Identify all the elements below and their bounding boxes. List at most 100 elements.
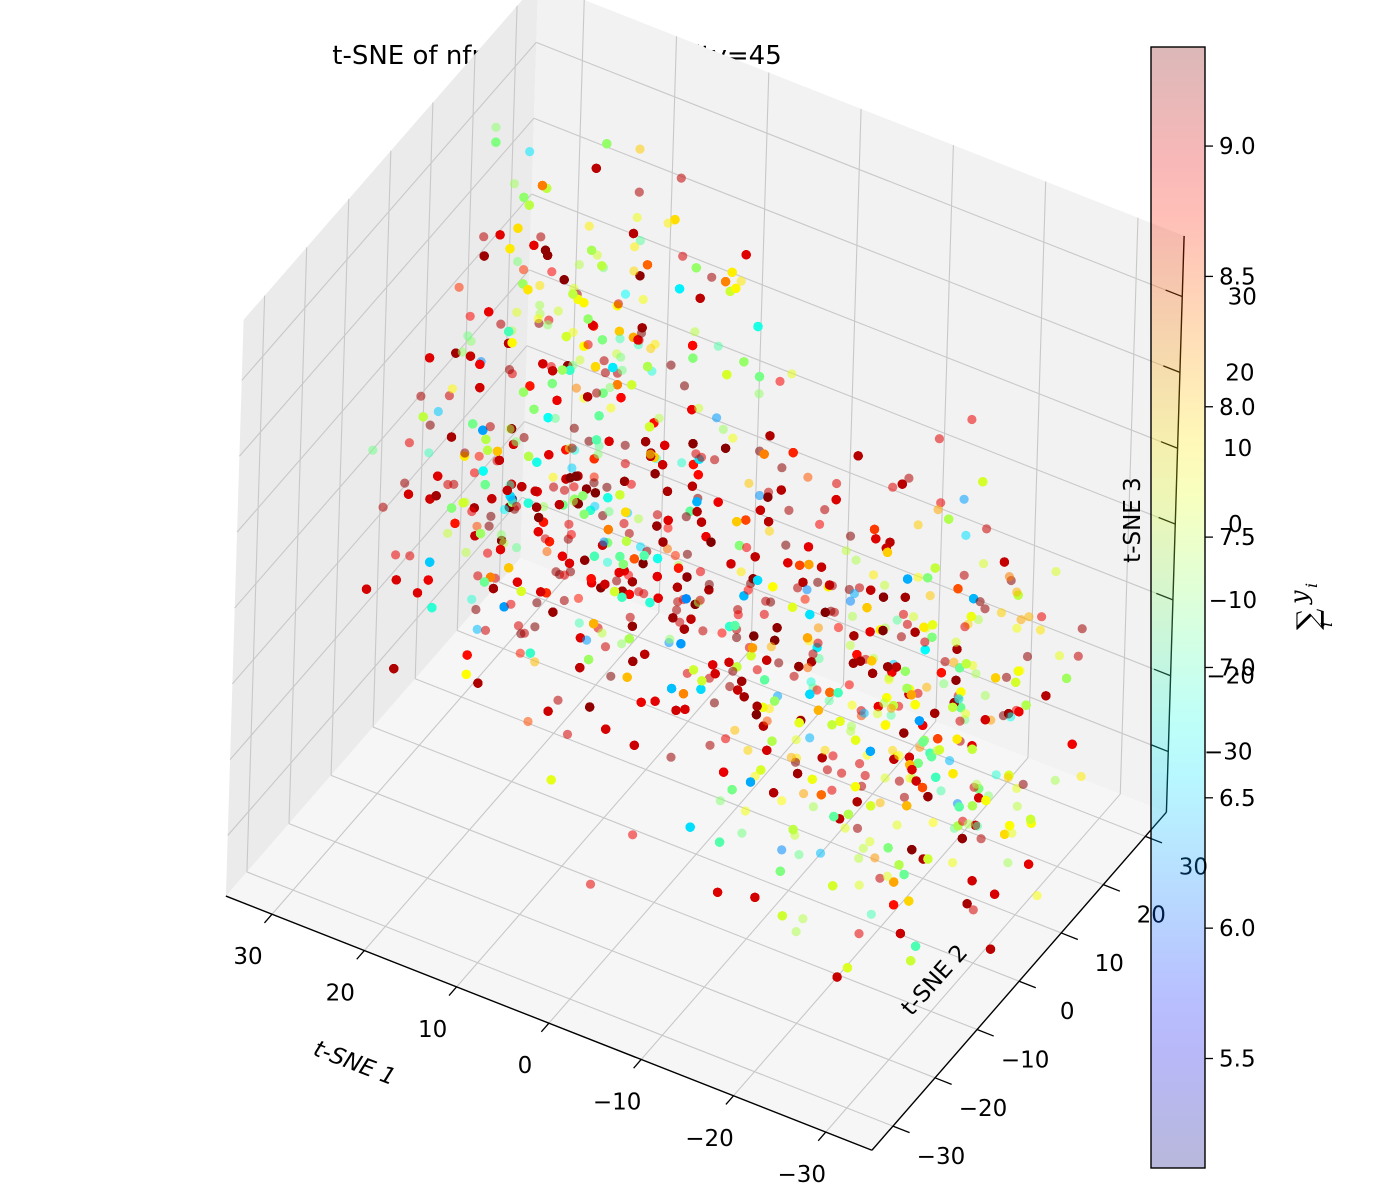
scatter-point xyxy=(940,657,950,667)
axes-panes xyxy=(225,0,1185,1151)
scatter-point xyxy=(533,527,543,537)
scatter-point xyxy=(967,801,978,811)
scatter-point xyxy=(791,735,801,745)
scatter-point xyxy=(549,482,559,492)
scatter-point xyxy=(891,662,902,672)
scatter-point xyxy=(697,676,707,686)
scatter-point xyxy=(837,768,847,778)
scatter-point xyxy=(681,594,691,604)
scatter-point xyxy=(803,472,813,482)
scatter-point xyxy=(906,690,917,700)
grid-line-x-floor xyxy=(363,612,660,951)
scatter-point xyxy=(529,240,539,250)
scatter-point xyxy=(865,746,876,756)
scatter-point xyxy=(652,571,662,582)
scatter-point xyxy=(727,785,737,795)
scatter-point xyxy=(847,611,858,622)
scatter-point xyxy=(828,751,838,761)
scatter-point xyxy=(597,628,607,638)
scatter-point xyxy=(574,260,584,270)
scatter-point xyxy=(627,380,637,390)
scatter-point xyxy=(559,595,569,606)
scatter-point xyxy=(889,877,899,887)
scatter-point xyxy=(523,716,533,727)
scatter-point xyxy=(688,353,698,363)
scatter-point xyxy=(753,321,763,332)
scatter-point xyxy=(919,622,929,632)
scatter-point xyxy=(612,380,623,390)
scatter-point xyxy=(465,311,475,321)
scatter-point xyxy=(767,736,777,746)
scatter-point xyxy=(882,871,893,881)
scatter-point xyxy=(948,858,958,868)
scatter-point xyxy=(798,914,808,924)
scatter-point xyxy=(869,524,880,535)
scatter-point xyxy=(962,899,972,909)
scatter-point xyxy=(980,690,990,701)
scatter-point xyxy=(636,328,647,338)
scatter-point xyxy=(481,434,491,444)
scatter-point xyxy=(616,393,626,403)
scatter-point xyxy=(762,655,772,665)
scatter-point xyxy=(715,837,725,847)
scatter-point xyxy=(849,631,859,641)
scatter-point xyxy=(403,489,414,499)
scatter-point xyxy=(633,514,644,524)
scatter-point xyxy=(673,563,684,573)
scatter-point xyxy=(695,293,705,303)
scatter-point xyxy=(475,529,486,539)
scatter-point xyxy=(512,307,522,317)
scatter-point xyxy=(696,684,706,694)
scatter-point xyxy=(953,584,963,594)
scatter-point xyxy=(865,837,875,847)
scatter-point xyxy=(967,414,977,425)
scatter-point xyxy=(499,504,509,515)
grid-line-y-floor xyxy=(457,629,1104,886)
scatter-point xyxy=(540,534,550,544)
scatter-point xyxy=(601,724,611,734)
scatter-point xyxy=(691,449,701,459)
scatter-point xyxy=(860,770,870,781)
scatter-point xyxy=(747,643,758,653)
scatter-point xyxy=(602,557,613,567)
scatter-point xyxy=(562,729,573,740)
scatter-point xyxy=(483,548,493,558)
scatter-point xyxy=(682,572,692,582)
scatter-point xyxy=(473,678,483,688)
scatter-point xyxy=(906,956,916,966)
scatter-point xyxy=(743,745,753,756)
scatter-point xyxy=(480,480,490,490)
scatter-point xyxy=(533,314,543,324)
scatter-point xyxy=(813,577,823,588)
scatter-point xyxy=(808,802,819,812)
scatter-point xyxy=(849,588,860,599)
scatter-point xyxy=(724,657,734,667)
scatter-point xyxy=(794,850,804,860)
scatter-point xyxy=(755,505,766,515)
scatter-point xyxy=(878,625,888,636)
scatter-point xyxy=(652,521,662,531)
scatter-point xyxy=(786,752,796,763)
scatter-point xyxy=(730,725,740,735)
scatter-point xyxy=(616,352,626,362)
scatter-point xyxy=(908,612,919,622)
scatter-point xyxy=(511,437,521,447)
scatter-point xyxy=(654,413,664,423)
scatter-point xyxy=(517,482,527,492)
scatter-point xyxy=(777,845,787,855)
scatter-point xyxy=(590,362,601,372)
scatter-point xyxy=(707,272,717,282)
scatter-point xyxy=(635,144,645,154)
scatter-point xyxy=(472,624,482,635)
scatter-point xyxy=(391,575,401,585)
scatter-point xyxy=(592,388,602,398)
scatter-point xyxy=(852,823,863,834)
scatter-point xyxy=(483,445,493,455)
scatter-point xyxy=(600,368,611,378)
scatter-point xyxy=(692,497,702,507)
grid-line-z-back xyxy=(536,41,1183,298)
scatter-point xyxy=(569,423,579,433)
scatter-point xyxy=(653,593,663,603)
scatter-point xyxy=(530,622,540,632)
scatter-point xyxy=(923,792,933,802)
